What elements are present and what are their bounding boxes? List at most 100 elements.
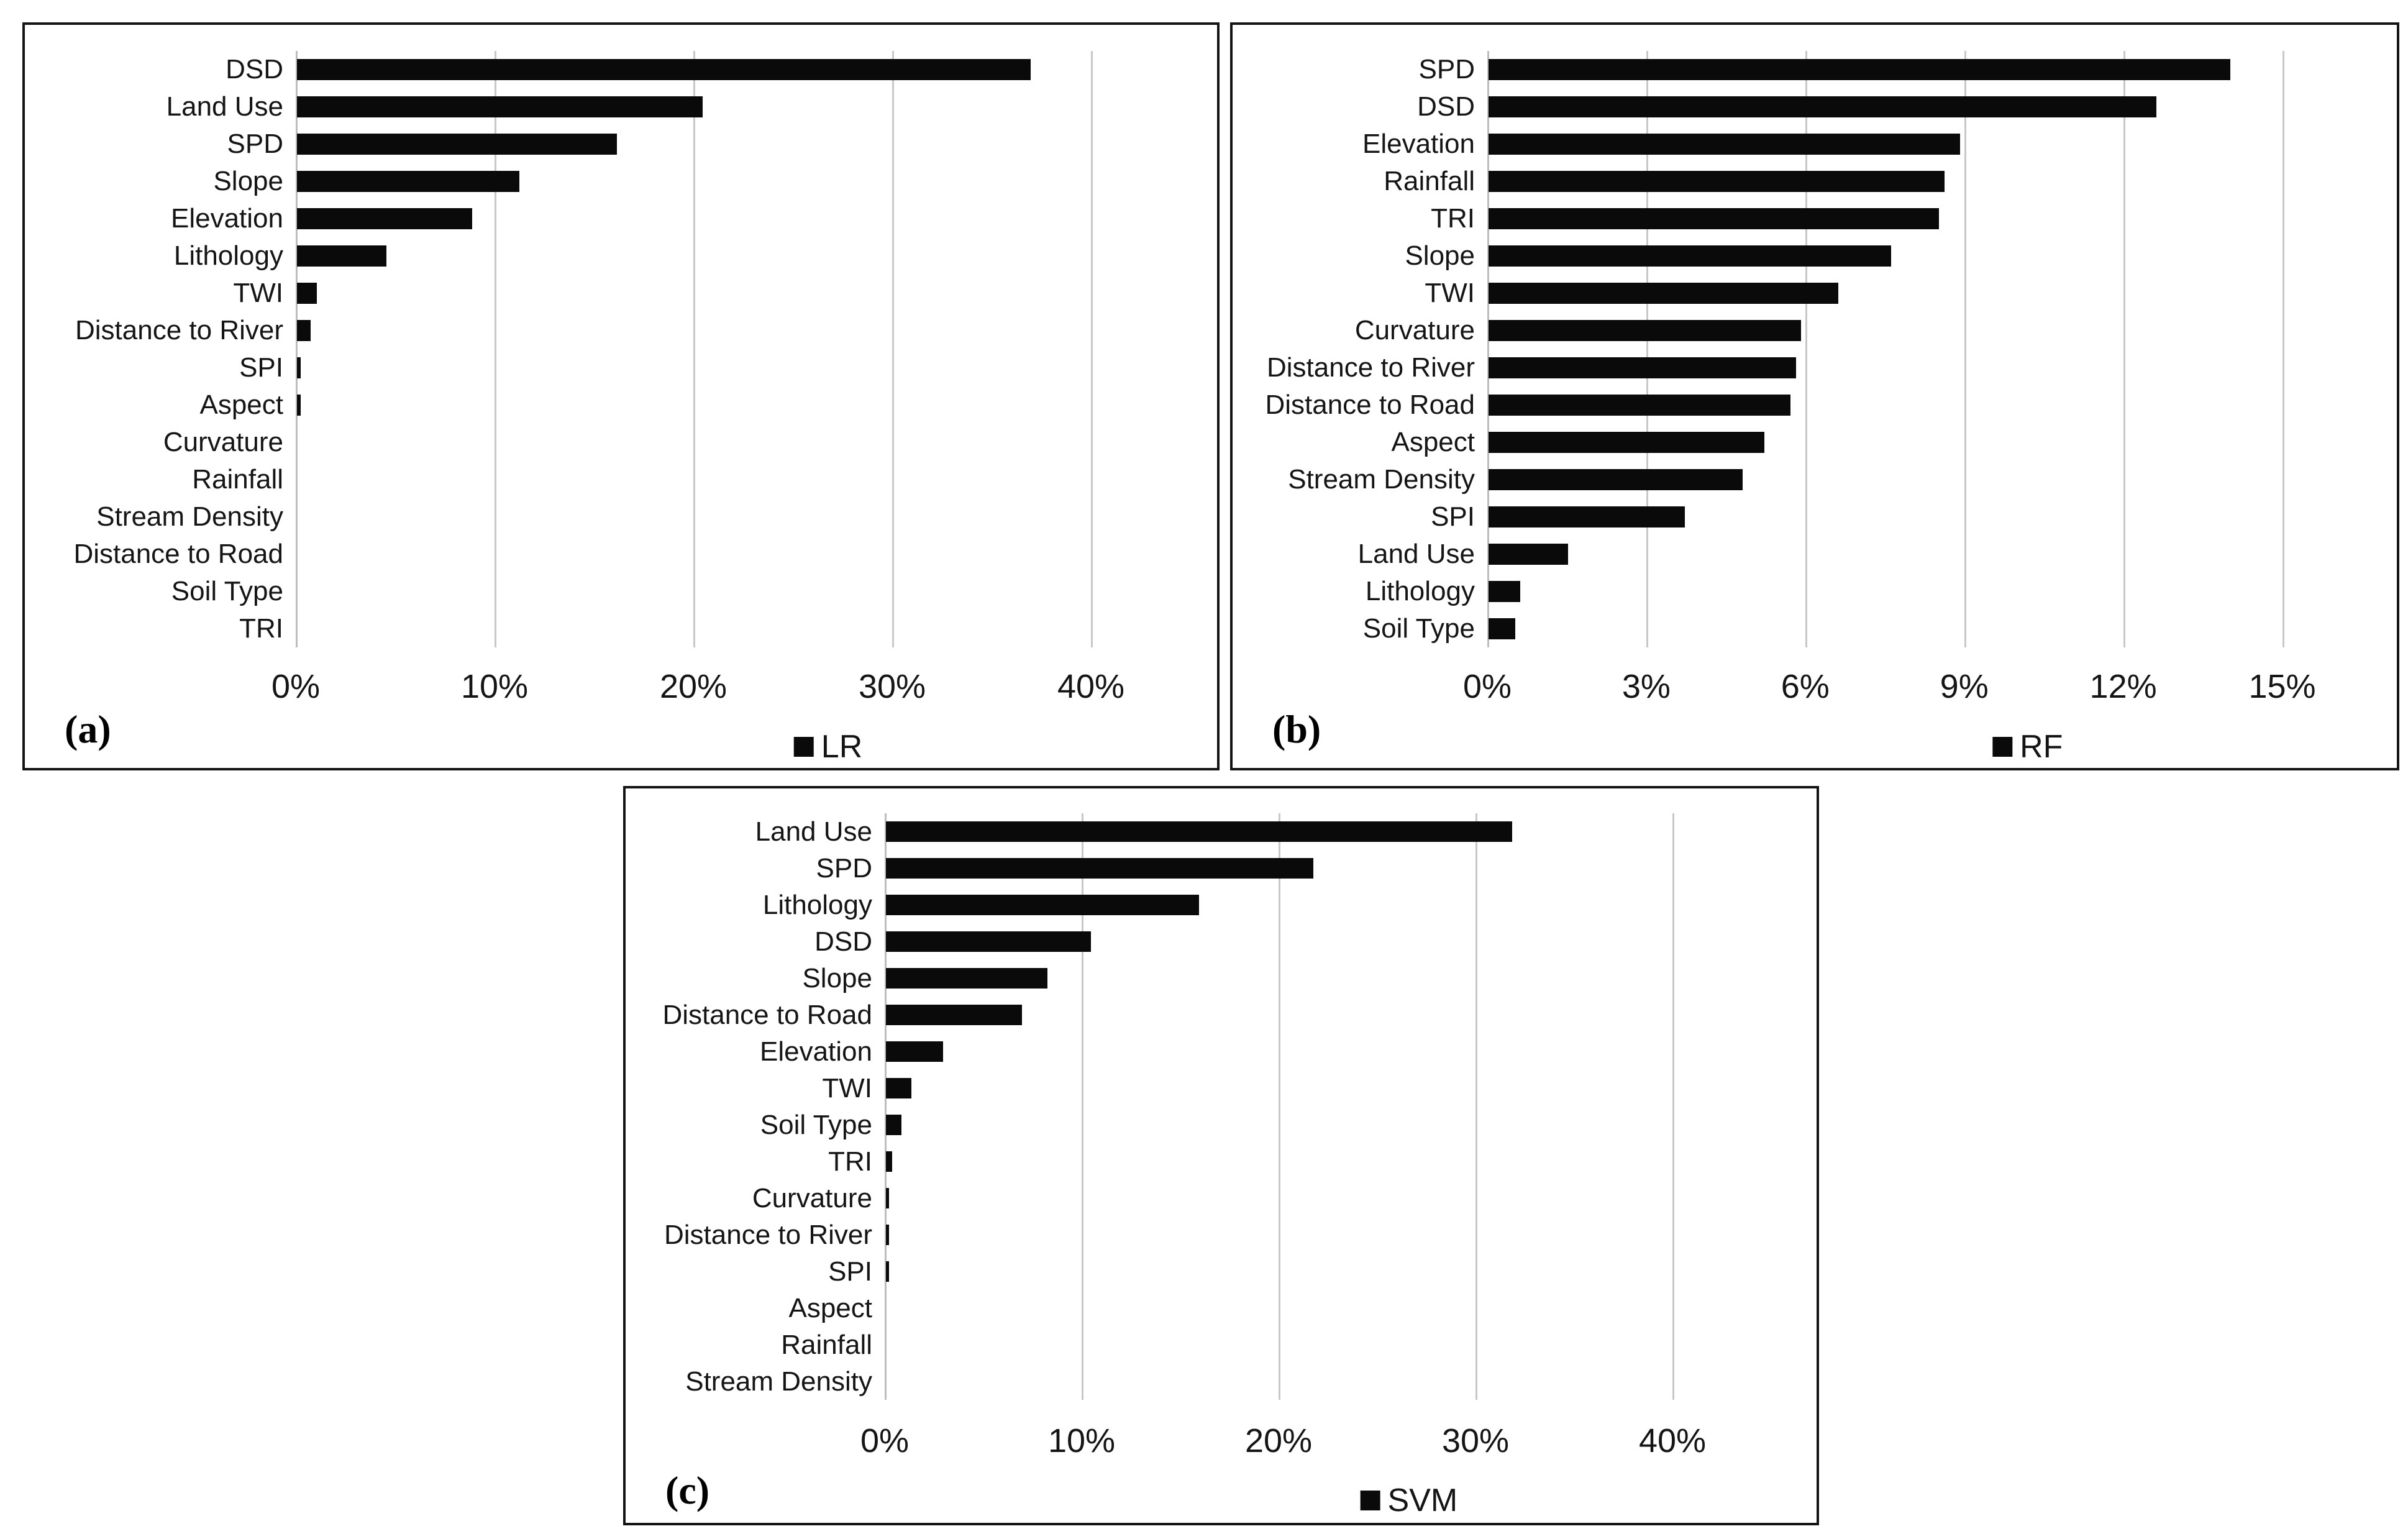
gridline-6 — [1805, 51, 1807, 647]
bar-dsd — [1489, 96, 2156, 117]
panel-label-c: (c) — [665, 1468, 710, 1512]
x-tick-30: 30% — [1441, 1422, 1510, 1459]
gridline-20 — [1279, 813, 1280, 1400]
gridline-30 — [892, 51, 894, 647]
bar-twi — [297, 283, 317, 304]
bar-distance-to-river — [1489, 357, 1796, 378]
category-label-spi: SPI — [1431, 501, 1475, 532]
category-label-slope: Slope — [802, 962, 872, 993]
category-label-twi: TWI — [822, 1072, 872, 1103]
category-label-rainfall: Rainfall — [781, 1329, 872, 1360]
gridline-9 — [1964, 51, 1966, 647]
bar-tri — [1489, 208, 1940, 229]
category-label-stream-density: Stream Density — [1288, 464, 1475, 495]
bar-slope — [297, 171, 520, 192]
x-tick-10: 10% — [460, 668, 529, 705]
legend-label: SVM — [1387, 1482, 1458, 1518]
category-label-curvature: Curvature — [163, 427, 283, 457]
x-tick-0: 0% — [860, 1422, 910, 1459]
x-tick-0: 0% — [271, 668, 321, 705]
bar-elevation — [886, 1041, 943, 1062]
category-label-dsd: DSD — [226, 54, 283, 84]
category-label-soil-type: Soil Type — [1362, 613, 1475, 644]
bar-twi — [886, 1078, 912, 1098]
category-label-elevation: Elevation — [170, 203, 283, 234]
gridline-12 — [2123, 51, 2125, 647]
gridline-0 — [1487, 51, 1489, 647]
bar-curvature — [1489, 320, 1802, 341]
bar-spd — [1489, 59, 2231, 80]
category-label-spd: SPD — [227, 129, 283, 159]
category-label-soil-type: Soil Type — [760, 1109, 872, 1140]
bar-land-use — [297, 96, 703, 117]
bar-land-use — [1489, 544, 1568, 565]
bar-slope — [1489, 245, 1892, 267]
legend-marker-icon — [1360, 1491, 1380, 1510]
category-label-lithology: Lithology — [1365, 576, 1475, 606]
category-label-elevation: Elevation — [1362, 129, 1475, 159]
legend-label: LR — [821, 729, 863, 765]
category-label-curvature: Curvature — [752, 1182, 872, 1213]
category-label-distance-to-river: Distance to River — [664, 1219, 872, 1250]
category-label-curvature: Curvature — [1354, 315, 1475, 345]
category-label-slope: Slope — [1405, 240, 1475, 271]
bar-spi — [886, 1261, 889, 1282]
bar-spi — [1489, 506, 1685, 527]
bar-spd — [297, 134, 618, 155]
category-label-lithology: Lithology — [173, 240, 283, 271]
gridline-3 — [1646, 51, 1648, 647]
legend-b: RF — [1992, 730, 2063, 764]
category-label-rainfall: Rainfall — [192, 464, 283, 495]
bar-lithology — [886, 895, 1200, 915]
x-tick-40: 40% — [1638, 1422, 1707, 1459]
legend-label: RF — [2020, 729, 2063, 765]
bar-slope — [886, 968, 1047, 989]
chart-panel-c: 0% 10% 20% 30% 40% Land Use SPD Lithology DSD Slo… — [623, 786, 1819, 1525]
legend-a: LR — [793, 729, 863, 765]
category-label-distance-to-road: Distance to Road — [73, 539, 283, 569]
gridline-0 — [885, 813, 887, 1400]
category-label-land-use: Land Use — [166, 91, 283, 122]
bar-curvature — [886, 1188, 889, 1208]
x-tick-10: 10% — [1047, 1422, 1116, 1459]
x-tick-30: 30% — [858, 668, 926, 705]
bar-lithology — [297, 245, 386, 267]
bar-spi — [297, 357, 301, 378]
category-label-tri: TRI — [1431, 203, 1475, 234]
bar-elevation — [297, 208, 472, 229]
category-label-spd: SPD — [816, 852, 872, 884]
panel-label-b: (b) — [1272, 707, 1321, 751]
category-label-twi: TWI — [233, 278, 283, 308]
panel-label-a: (a) — [65, 707, 111, 751]
bar-lithology — [1489, 581, 1521, 602]
legend-marker-icon — [793, 737, 814, 757]
chart-panel-a: 0% 10% 20% 30% 40% DSD Land Use SPD Slope Elevati… — [22, 22, 1220, 770]
x-tick-6: 6% — [1781, 668, 1830, 705]
category-label-tri: TRI — [828, 1146, 872, 1177]
bar-soil-type — [1489, 618, 1515, 639]
category-label-land-use: Land Use — [1357, 539, 1475, 569]
x-tick-20: 20% — [1244, 1422, 1313, 1459]
category-label-distance-to-river: Distance to River — [1266, 352, 1475, 383]
bar-elevation — [1489, 134, 1961, 155]
bar-distance-to-river — [886, 1225, 889, 1245]
category-label-aspect: Aspect — [1391, 427, 1475, 457]
bar-twi — [1489, 283, 1838, 304]
x-tick-15: 15% — [2248, 668, 2316, 705]
x-tick-9: 9% — [1940, 668, 1989, 705]
category-label-spd: SPD — [1418, 54, 1475, 84]
category-label-lithology: Lithology — [762, 889, 872, 920]
category-label-elevation: Elevation — [759, 1036, 872, 1067]
chart-panel-b: 0% 3% 6% 9% 12% 15% SPD DSD Elevation Rainfall TRI… — [1230, 22, 2399, 770]
gridline-40 — [1091, 51, 1093, 647]
gridline-10 — [1082, 813, 1083, 1400]
x-tick-12: 12% — [2089, 668, 2157, 705]
bar-distance-to-road — [1489, 395, 1791, 416]
bar-distance-to-river — [297, 320, 311, 341]
category-label-land-use: Land Use — [755, 816, 872, 847]
category-label-distance-to-river: Distance to River — [75, 315, 283, 345]
bar-stream-density — [1489, 469, 1743, 490]
category-label-spi: SPI — [239, 352, 283, 383]
x-tick-20: 20% — [659, 668, 727, 705]
